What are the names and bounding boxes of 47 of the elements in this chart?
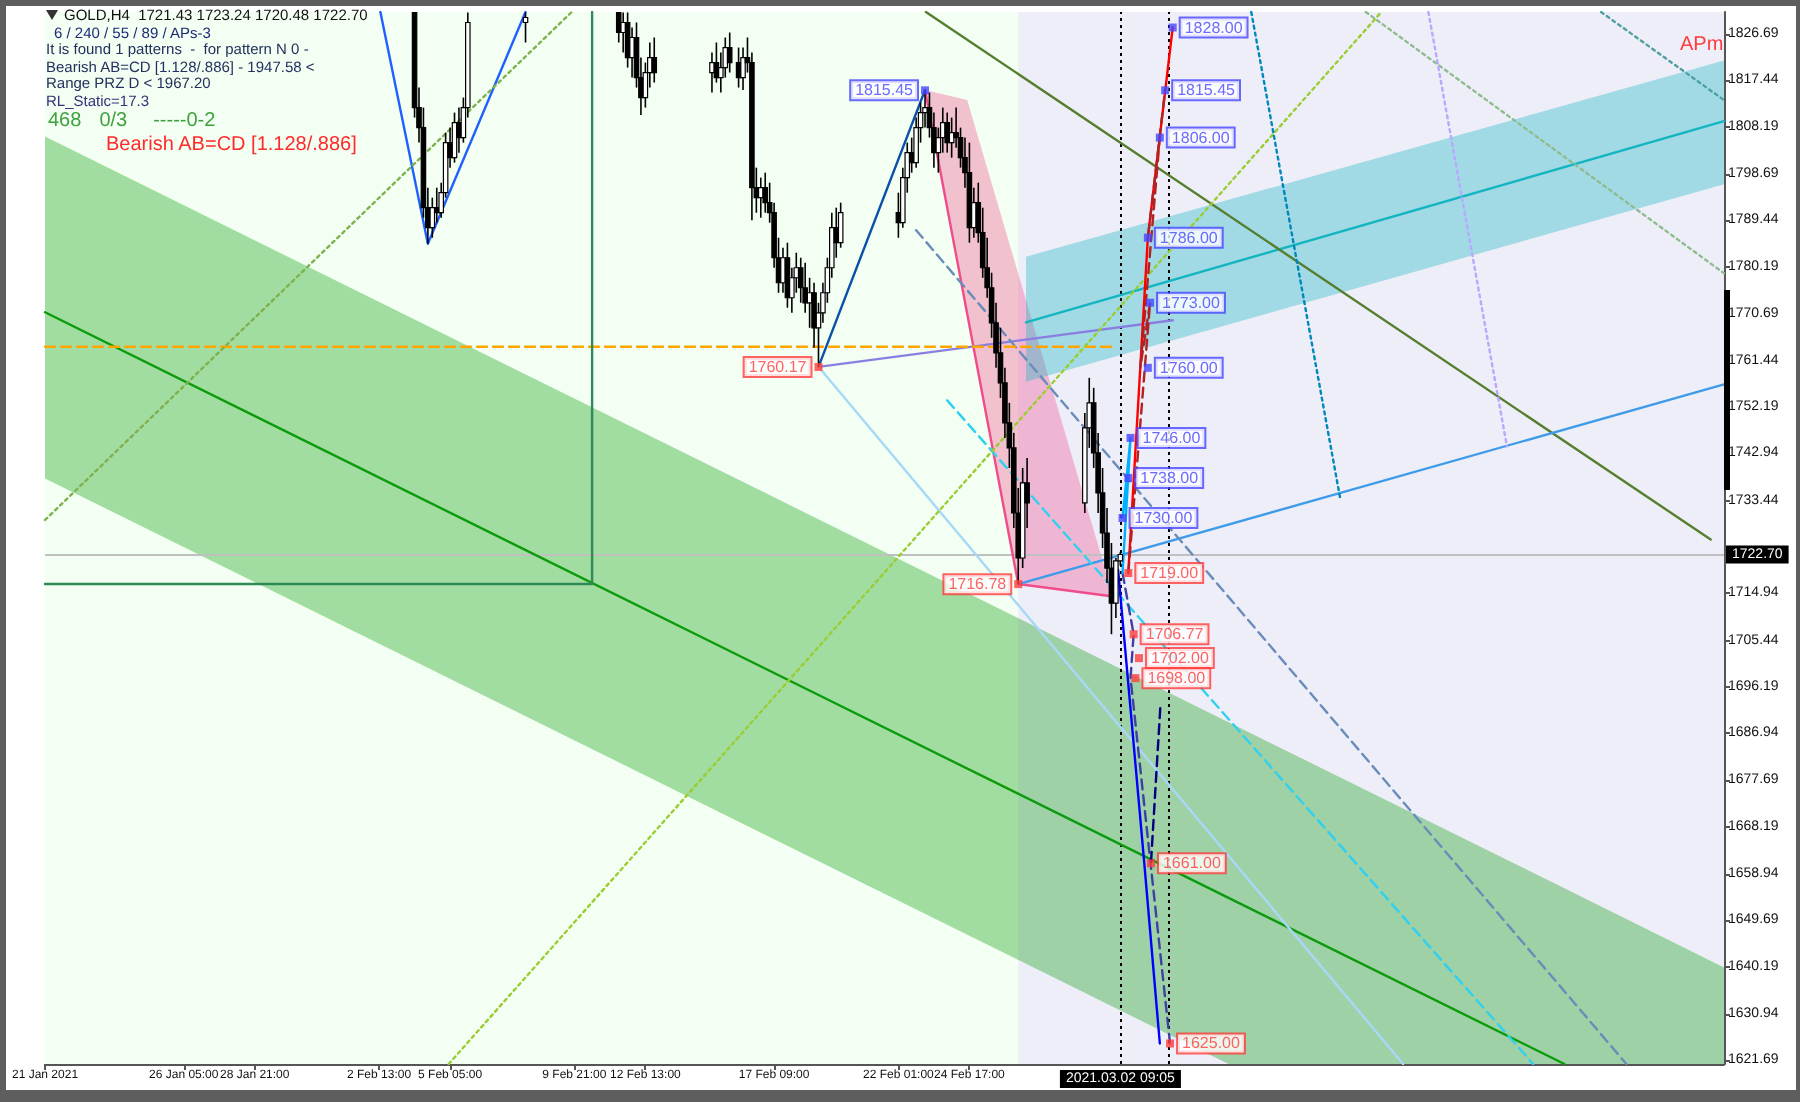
data-label: 1760.17 <box>748 357 808 376</box>
data-label: 1760.00 <box>1159 358 1219 377</box>
point <box>1126 433 1135 442</box>
data-label: 1661.00 <box>1162 854 1222 873</box>
point <box>1168 23 1177 32</box>
point <box>1146 298 1155 307</box>
point <box>1131 674 1140 683</box>
point <box>1143 233 1152 242</box>
data-label: 1828.00 <box>1184 18 1244 37</box>
data-label: 1730.00 <box>1134 508 1194 527</box>
point <box>921 86 930 95</box>
point <box>1166 1039 1175 1048</box>
point <box>1134 654 1143 663</box>
point <box>1143 363 1152 372</box>
data-label: 1738.00 <box>1140 468 1200 487</box>
annotation: Bearish AB=CD [1.128/.886] <box>106 134 357 158</box>
data-label: 1706.77 <box>1145 625 1205 644</box>
annotation: 468 <box>48 110 82 134</box>
annotation: -----0-2 <box>153 110 216 134</box>
candlestick <box>709 51 715 94</box>
line-series <box>1121 436 1132 575</box>
data-label: 1815.45 <box>855 81 915 100</box>
point <box>1124 473 1133 482</box>
candlestick <box>522 12 529 44</box>
data-label: 1815.45 <box>1177 81 1237 100</box>
data-label: 1702.00 <box>1150 649 1210 668</box>
data-label: 1698.00 <box>1147 669 1207 688</box>
point <box>1124 569 1133 578</box>
data-label: 1786.00 <box>1159 228 1219 247</box>
point <box>1146 859 1155 868</box>
point <box>1161 86 1170 95</box>
candlestick <box>429 196 436 239</box>
candlestick <box>651 36 658 84</box>
annotation: APm <box>1680 34 1724 58</box>
point <box>1118 513 1127 522</box>
point <box>1155 133 1164 142</box>
data-label: 1746.00 <box>1142 428 1202 447</box>
point <box>1014 580 1023 589</box>
candlestick <box>726 31 733 74</box>
data-label: 1806.00 <box>1171 128 1231 147</box>
point <box>1129 630 1138 639</box>
point <box>814 362 823 371</box>
data-label: 1716.78 <box>948 575 1008 594</box>
annotation: 0/3 <box>99 110 128 134</box>
data-label: 1719.00 <box>1140 564 1200 583</box>
data-label: 1773.00 <box>1162 293 1221 312</box>
data-label: 1625.00 <box>1182 1034 1241 1053</box>
